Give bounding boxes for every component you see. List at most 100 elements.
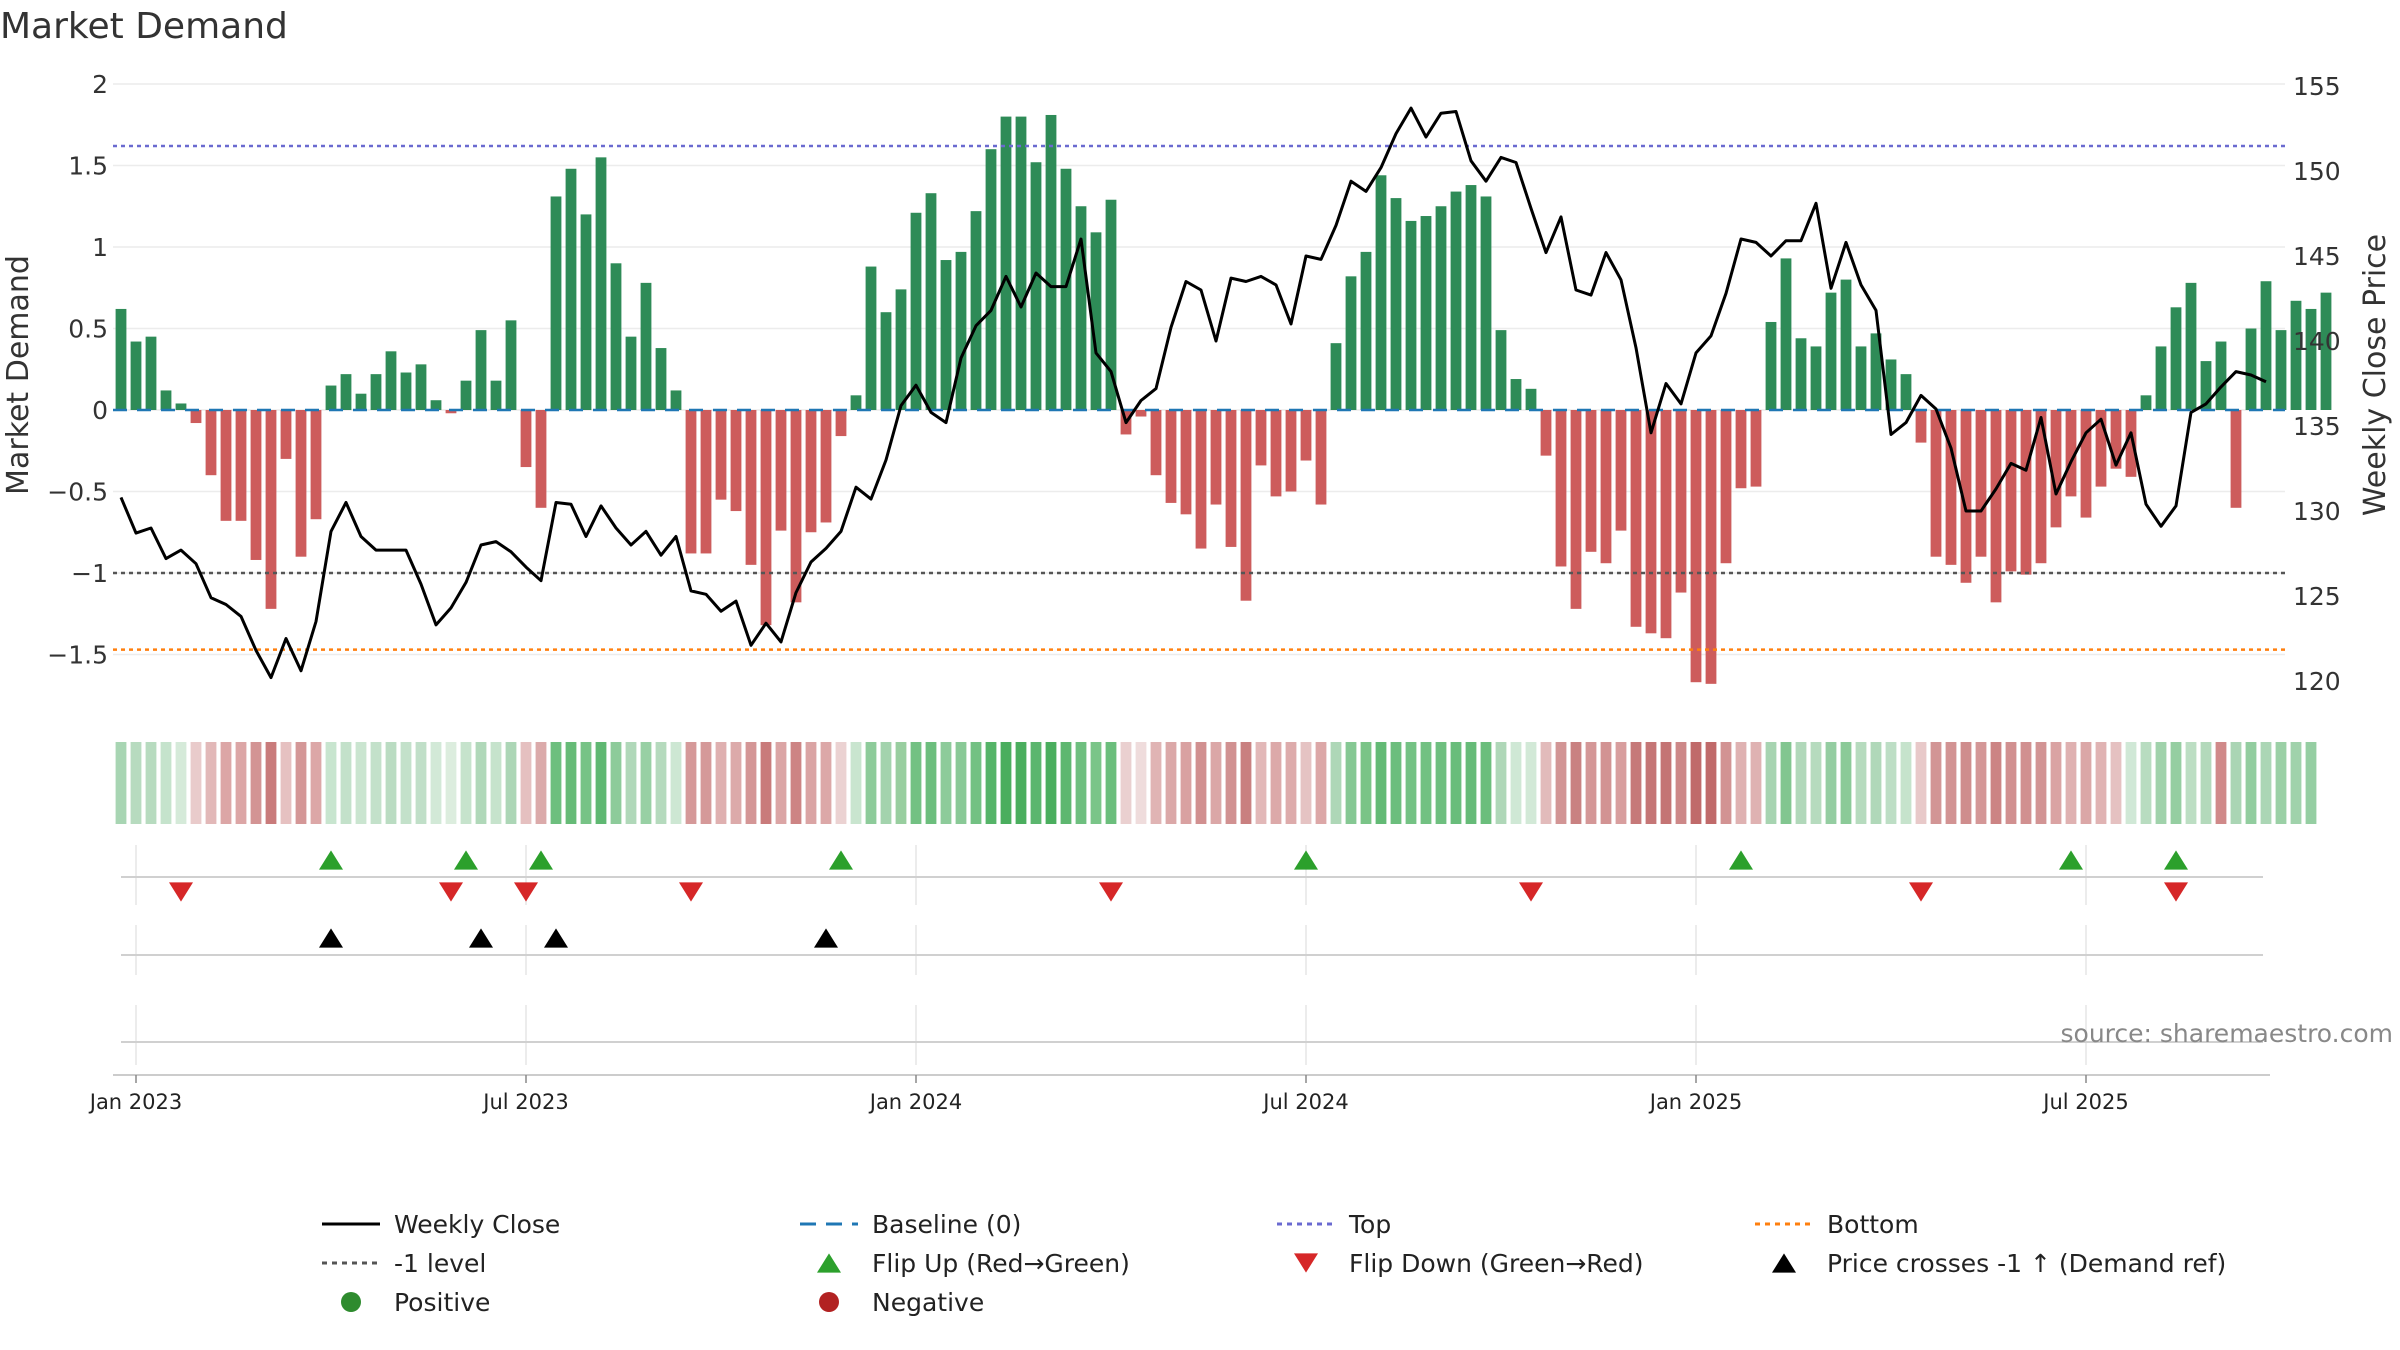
legend-item: Baseline (0) [800, 1210, 1021, 1239]
demand-bar-positive [1030, 162, 1042, 410]
heat-strip-cell [745, 742, 757, 824]
heat-strip-cell [505, 742, 517, 824]
demand-bar-positive [460, 380, 472, 410]
heat-strip-cell [1780, 742, 1792, 824]
heat-strip-cell [1090, 742, 1102, 824]
demand-bar-positive [1900, 374, 1912, 410]
heat-strip-cell [940, 742, 952, 824]
heat-strip-cell [1705, 742, 1717, 824]
heat-strip-cell [655, 742, 667, 824]
demand-bar-negative [280, 410, 292, 459]
heat-strip-cell [1270, 742, 1282, 824]
heat-strip-cell [1525, 742, 1537, 824]
demand-bar-positive [670, 390, 682, 410]
legend-label: Positive [394, 1288, 490, 1317]
demand-bar-positive [985, 149, 997, 410]
heat-strip-cell [685, 742, 697, 824]
flip-down-marker [2164, 882, 2188, 902]
heat-strip-cell [1420, 742, 1432, 824]
demand-bar-positive [505, 320, 517, 410]
demand-bar-negative [730, 410, 742, 512]
flip-up-marker [2164, 850, 2188, 870]
heat-strip-cell [1255, 742, 1267, 824]
demand-bar-negative [265, 410, 277, 609]
x-tick-label: Jul 2025 [2041, 1090, 2128, 1114]
demand-bar-positive [2305, 308, 2317, 410]
heat-strip-cell [2020, 742, 2032, 824]
demand-bar-positive [640, 282, 652, 410]
flip-down-marker [514, 882, 538, 902]
demand-bar-negative [445, 410, 457, 414]
heat-strip-cell [520, 742, 532, 824]
heat-strip-cell [1375, 742, 1387, 824]
heat-strip-cell [865, 742, 877, 824]
heat-strip-cell [2170, 742, 2182, 824]
demand-bar-positive [2290, 300, 2302, 410]
demand-bar-negative [1180, 410, 1192, 515]
demand-bar-negative [805, 410, 817, 533]
demand-bar-negative [1540, 410, 1552, 456]
y-axis-label-left: Market Demand [1, 255, 36, 495]
flip-down-marker [1519, 882, 1543, 902]
heat-strip-cell [1060, 742, 1072, 824]
demand-bar-positive [2185, 282, 2197, 410]
demand-bar-negative [1555, 410, 1567, 567]
legend-item: -1 level [322, 1249, 486, 1278]
heat-strip-cell [1135, 742, 1147, 824]
weekly-close-path [119, 106, 2267, 680]
demand-bar-negative [775, 410, 787, 531]
heat-strip-cell [1405, 742, 1417, 824]
heat-strip-cell [1300, 742, 1312, 824]
y-tick-right: 120 [2293, 667, 2341, 696]
demand-bar-positive [400, 372, 412, 410]
demand-bar-negative [2020, 410, 2032, 575]
demand-bars [115, 114, 2332, 684]
heat-strip-cell [1900, 742, 1912, 824]
demand-bar-negative [1975, 410, 1987, 557]
heat-strip-cell [460, 742, 472, 824]
demand-bar-positive [1480, 196, 1492, 410]
legend-swatch-dot [819, 1292, 839, 1312]
heat-strip-cell [1435, 742, 1447, 824]
heat-strip-cell [1120, 742, 1132, 824]
x-tick-label: Jan 2023 [88, 1090, 183, 1114]
heat-strip-cell [1195, 742, 1207, 824]
demand-bar-negative [835, 410, 847, 437]
legend-label: Flip Down (Green→Red) [1349, 1249, 1644, 1278]
demand-bar-negative [1150, 410, 1162, 476]
heat-strip-cell [985, 742, 997, 824]
heat-strip-cell [760, 742, 772, 824]
demand-bar-positive [1870, 333, 1882, 410]
demand-bar-positive [175, 403, 187, 410]
demand-bar-positive [1105, 199, 1117, 410]
heat-strip-cell [1210, 742, 1222, 824]
heat-strip-cell [190, 742, 202, 824]
demand-bar-negative [190, 410, 202, 424]
heat-strip-cell [1240, 742, 1252, 824]
heat-strip-cell [1945, 742, 1957, 824]
y-axis-right-ticks: 155 150 145 140 135 130 125 120 [2293, 72, 2341, 696]
demand-bar-positive [1075, 206, 1087, 410]
heat-strip-cell [1855, 742, 1867, 824]
demand-bar-positive [970, 211, 982, 410]
heat-strip-cell [1000, 742, 1012, 824]
demand-bar-positive [490, 380, 502, 410]
heat-strip-cell [1960, 742, 1972, 824]
legend-item: Top [1277, 1210, 1391, 1239]
heat-strip-cell [1645, 742, 1657, 824]
demand-bar-positive [895, 289, 907, 410]
demand-bar-negative [1195, 410, 1207, 549]
demand-bar-positive [1495, 330, 1507, 410]
demand-bar-negative [1720, 410, 1732, 564]
demand-bar-positive [385, 351, 397, 410]
demand-bar-negative [1300, 410, 1312, 461]
legend-item: Flip Down (Green→Red) [1294, 1249, 1644, 1278]
legend-item: Price crosses -1 ↑ (Demand ref) [1772, 1249, 2226, 1278]
heat-strip-cell [2305, 742, 2317, 824]
demand-bar-negative [2095, 410, 2107, 487]
legend-item: Flip Up (Red→Green) [817, 1249, 1130, 1278]
gridlines [113, 83, 2285, 1065]
demand-bar-positive [2245, 328, 2257, 410]
price-cross-marker [319, 928, 343, 948]
